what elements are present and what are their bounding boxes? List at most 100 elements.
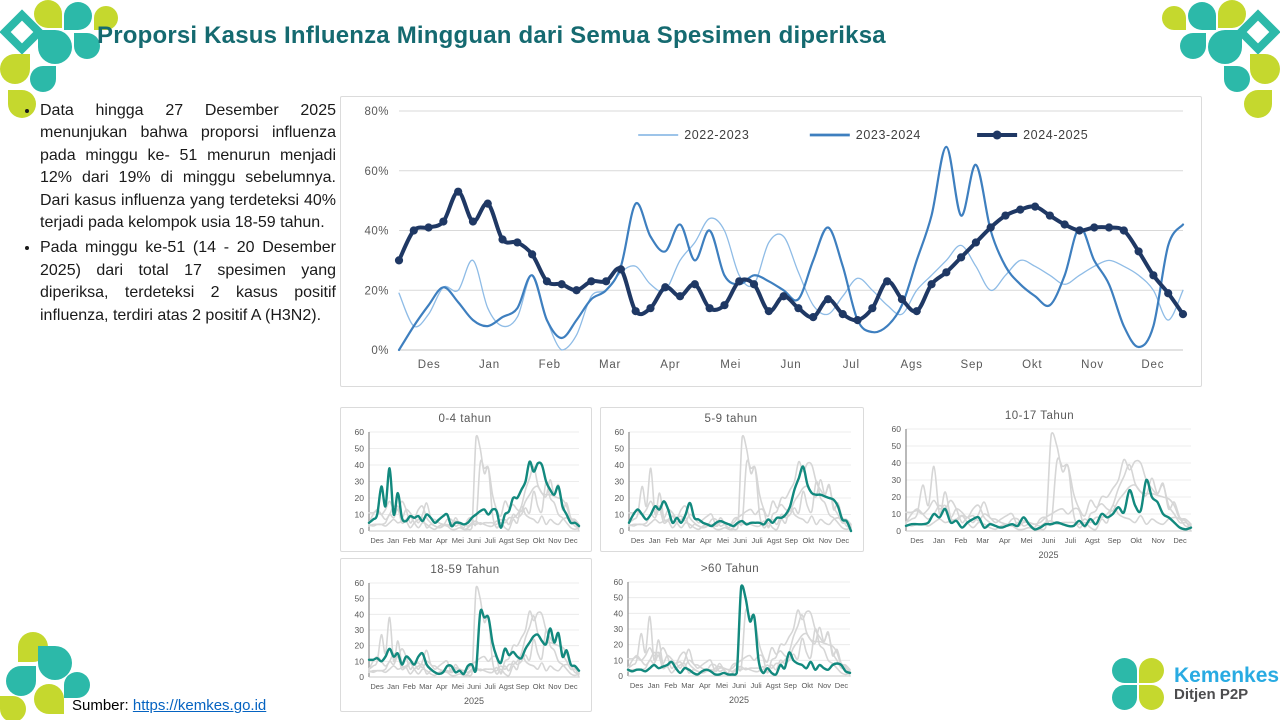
age-chart-age_10_17: 10-17 Tahun 0 10 20 30 40 50 60 Des Jan Feb Mar Apr M…: [878, 405, 1203, 565]
svg-text:Nov: Nov: [818, 681, 832, 690]
svg-text:Apr: Apr: [999, 536, 1011, 545]
bullet-item: Pada minggu ke-51 (14 - 20 Desember 2025…: [40, 237, 336, 327]
svg-text:Mar: Mar: [682, 536, 695, 545]
svg-text:Mar: Mar: [599, 359, 621, 371]
svg-text:Okt: Okt: [802, 536, 815, 545]
svg-text:Juli: Juli: [485, 682, 497, 691]
svg-text:Apr: Apr: [699, 681, 711, 690]
svg-text:60%: 60%: [364, 166, 389, 178]
svg-text:Mei: Mei: [452, 682, 464, 691]
kemenkes-logo: Kemenkes Ditjen P2P: [1112, 658, 1279, 710]
svg-text:60: 60: [892, 424, 902, 434]
svg-text:60: 60: [615, 427, 625, 437]
svg-text:Sep: Sep: [784, 681, 797, 690]
bullet-item: Data hingga 27 Desember 2025 menunjukan …: [40, 100, 336, 234]
svg-text:10: 10: [355, 656, 365, 666]
petal-shape: [34, 0, 62, 28]
petal-shape: [1250, 54, 1280, 84]
age-chart-svg: 0-4 tahun 0 10 20 30 40 50 60 Des Jan Feb Mar Apr Mei…: [355, 413, 581, 545]
svg-text:Sep: Sep: [785, 536, 798, 545]
svg-text:Mei: Mei: [720, 359, 741, 371]
age-chart-age_5_9: 5-9 tahun 0 10 20 30 40 50 60 Des Jan Feb Mar Apr Mei…: [600, 407, 864, 552]
svg-text:2025: 2025: [729, 695, 749, 705]
svg-text:20: 20: [355, 641, 365, 651]
svg-text:Jun: Jun: [781, 359, 802, 371]
svg-text:2024-2025: 2024-2025: [1023, 128, 1088, 142]
svg-text:Okt: Okt: [801, 681, 814, 690]
petal-shape: [1139, 685, 1164, 710]
svg-text:Juli: Juli: [1065, 536, 1077, 545]
svg-text:0: 0: [896, 526, 901, 536]
svg-text:Dec: Dec: [564, 682, 578, 691]
svg-text:Des: Des: [370, 536, 384, 545]
svg-text:10: 10: [355, 510, 365, 520]
svg-text:0: 0: [619, 526, 624, 536]
svg-text:Mei: Mei: [1021, 536, 1033, 545]
age-chart-age_18_59: 18-59 Tahun 0 10 20 30 40 50 60 Des Jan Feb Mar Apr M…: [340, 558, 592, 712]
svg-text:Juli: Juli: [751, 536, 763, 545]
svg-text:Okt: Okt: [533, 682, 546, 691]
svg-text:Feb: Feb: [403, 536, 416, 545]
petal-shape: [1224, 66, 1250, 92]
source-line: Sumber: https://kemkes.go.id: [72, 697, 266, 714]
svg-text:20: 20: [614, 640, 624, 650]
svg-text:30: 30: [355, 625, 365, 635]
svg-text:Des: Des: [418, 359, 441, 371]
petal-shape: [8, 90, 36, 118]
svg-text:10: 10: [615, 510, 625, 520]
svg-text:Agst: Agst: [499, 536, 515, 545]
svg-text:Juli: Juli: [750, 681, 762, 690]
svg-text:5-9 tahun: 5-9 tahun: [704, 413, 757, 425]
svg-text:Apr: Apr: [436, 682, 448, 691]
svg-text:Mar: Mar: [419, 536, 432, 545]
age-chart-age_0_4: 0-4 tahun 0 10 20 30 40 50 60 Des Jan Feb Mar Apr Mei…: [340, 407, 592, 552]
svg-text:Feb: Feb: [954, 536, 967, 545]
petal-shape: [34, 684, 64, 714]
svg-text:Nov: Nov: [548, 682, 562, 691]
age-chart-svg: 5-9 tahun 0 10 20 30 40 50 60 Des Jan Feb Mar Apr Mei…: [615, 413, 853, 545]
svg-text:60: 60: [355, 578, 365, 588]
petal-shape: [38, 30, 72, 64]
source-link[interactable]: https://kemkes.go.id: [132, 697, 267, 714]
svg-text:0: 0: [359, 672, 364, 682]
kemenkes-subname: Ditjen P2P: [1174, 686, 1249, 704]
decorative-petals-bottom-left: [0, 632, 140, 720]
svg-text:Nov: Nov: [819, 536, 833, 545]
decorative-petals-top-left: [0, 0, 118, 122]
svg-text:50: 50: [615, 444, 625, 454]
svg-text:Agst: Agst: [499, 682, 515, 691]
svg-text:Sep: Sep: [1108, 536, 1121, 545]
svg-text:0%: 0%: [371, 345, 389, 357]
svg-text:Juli: Juli: [485, 536, 497, 545]
svg-text:Juni: Juni: [1042, 536, 1056, 545]
svg-text:30: 30: [615, 477, 625, 487]
svg-text:Jul: Jul: [843, 359, 860, 371]
svg-text:Apr: Apr: [436, 536, 448, 545]
svg-text:Jan: Jan: [387, 536, 399, 545]
svg-text:Sep: Sep: [960, 359, 983, 371]
svg-text:Dec: Dec: [1141, 359, 1164, 371]
svg-text:Juni: Juni: [732, 681, 746, 690]
svg-text:Dec: Dec: [835, 681, 849, 690]
svg-text:Ags: Ags: [901, 359, 923, 371]
svg-text:40: 40: [355, 609, 365, 619]
svg-text:40: 40: [614, 608, 624, 618]
svg-text:30: 30: [355, 477, 365, 487]
petal-shape: [38, 646, 72, 680]
svg-text:40%: 40%: [364, 226, 389, 238]
svg-text:Jan: Jan: [649, 536, 661, 545]
svg-text:2023-2024: 2023-2024: [856, 128, 921, 142]
page-title: Proporsi Kasus Influenza Mingguan dari S…: [97, 22, 886, 49]
svg-text:Juni: Juni: [467, 682, 481, 691]
svg-text:Nov: Nov: [548, 536, 562, 545]
summary-bullets: Data hingga 27 Desember 2025 menunjukan …: [18, 100, 336, 330]
svg-text:Mar: Mar: [681, 681, 694, 690]
svg-text:Mar: Mar: [419, 682, 432, 691]
svg-text:10-17 Tahun: 10-17 Tahun: [1005, 410, 1074, 422]
age-chart-svg: 10-17 Tahun 0 10 20 30 40 50 60 Des Jan Feb Mar Apr M…: [892, 410, 1193, 560]
petal-shape: [74, 33, 100, 59]
svg-text:50: 50: [355, 444, 365, 454]
svg-text:0-4 tahun: 0-4 tahun: [438, 413, 491, 425]
svg-text:Jan: Jan: [933, 536, 945, 545]
svg-text:Nov: Nov: [1081, 359, 1104, 371]
